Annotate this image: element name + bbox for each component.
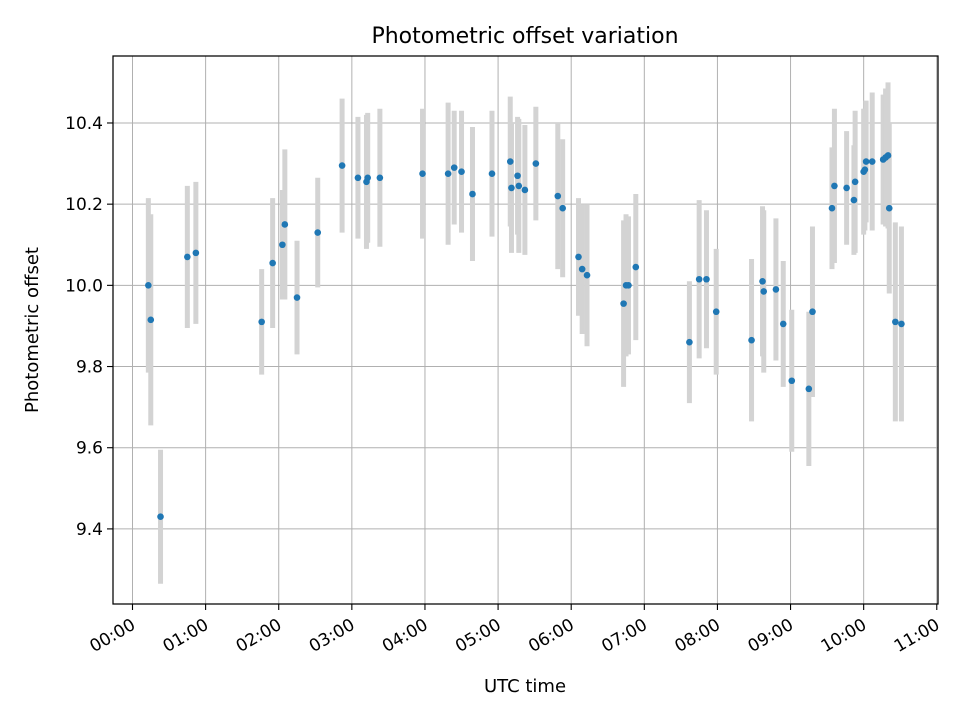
data-point — [760, 288, 768, 295]
data-points — [145, 152, 905, 521]
x-tick-label: 08:00 — [671, 615, 723, 657]
x-tick-label: 00:00 — [87, 615, 139, 657]
data-point — [419, 170, 426, 178]
data-point — [575, 253, 582, 261]
x-tick-label: 06:00 — [525, 615, 577, 657]
data-point — [514, 172, 521, 180]
x-tick-label: 07:00 — [598, 615, 650, 657]
data-point — [851, 178, 859, 186]
data-point — [364, 174, 371, 182]
data-point — [532, 160, 540, 167]
x-tick-label: 09:00 — [745, 615, 797, 657]
data-point — [184, 253, 191, 261]
data-point — [892, 318, 899, 326]
data-point — [147, 316, 155, 324]
data-point — [559, 204, 566, 212]
data-point — [269, 259, 276, 267]
data-point — [506, 158, 514, 165]
data-point — [884, 152, 892, 159]
data-point — [748, 336, 755, 344]
data-point — [861, 166, 869, 173]
data-point — [625, 282, 632, 289]
data-point — [843, 184, 850, 192]
data-point — [192, 249, 200, 257]
x-tick-label: 11:00 — [891, 615, 943, 657]
data-point — [279, 241, 286, 249]
y-tick-label: 9.4 — [76, 520, 103, 540]
data-point — [450, 164, 458, 171]
plot-frame — [112, 55, 939, 605]
data-point — [779, 320, 787, 328]
data-point — [703, 275, 710, 283]
chart-title: Photometric offset variation — [371, 24, 678, 49]
data-point — [444, 170, 452, 178]
data-point — [293, 294, 301, 301]
data-point — [508, 184, 515, 192]
data-point — [521, 186, 529, 194]
x-tick-label: 05:00 — [452, 615, 504, 657]
x-tick-label: 04:00 — [379, 615, 431, 657]
x-axis: 00:00 01:00 02:00 03:00 04:00 05:00 06:00 07:00… — [87, 604, 943, 657]
data-point — [695, 275, 703, 283]
data-point — [554, 192, 562, 200]
data-point — [686, 338, 693, 346]
data-point — [515, 182, 523, 190]
y-axis-label: Photometric offset — [22, 247, 43, 413]
data-point — [862, 158, 870, 165]
data-point — [712, 308, 720, 316]
data-point — [145, 282, 152, 289]
data-point — [488, 170, 496, 178]
data-point — [338, 162, 346, 169]
data-point — [469, 190, 476, 198]
y-tick-label: 10.0 — [65, 276, 103, 296]
x-tick-label: 10:00 — [818, 615, 870, 657]
data-point — [314, 229, 322, 236]
x-tick-label: 02:00 — [233, 615, 285, 657]
data-point — [788, 377, 796, 385]
error-bars — [145, 82, 904, 584]
data-point — [898, 320, 905, 328]
data-point — [632, 263, 640, 271]
y-tick-label: 10.2 — [65, 195, 103, 215]
x-axis-label: UTC time — [484, 676, 566, 697]
data-point — [258, 318, 265, 326]
data-point — [157, 513, 164, 521]
x-tick-label: 03:00 — [306, 615, 358, 657]
data-point — [620, 300, 627, 307]
y-tick-label: 9.6 — [76, 439, 103, 459]
y-tick-label: 10.4 — [65, 114, 103, 134]
data-point — [583, 271, 591, 279]
data-point — [759, 277, 766, 285]
data-point — [772, 286, 780, 293]
data-point — [868, 158, 876, 165]
data-point — [458, 168, 465, 175]
data-point — [578, 265, 586, 273]
data-point — [354, 174, 362, 182]
data-point — [281, 221, 289, 228]
data-point — [376, 174, 384, 182]
data-point — [885, 204, 893, 212]
x-tick-label: 01:00 — [160, 615, 212, 657]
data-point — [828, 204, 836, 212]
data-point — [850, 196, 858, 204]
data-point — [809, 308, 816, 316]
data-point — [831, 182, 838, 190]
y-tick-label: 9.8 — [76, 358, 103, 378]
y-axis: 9.4 9.6 9.8 10.0 10.2 10.4 — [65, 114, 113, 540]
data-point — [805, 385, 813, 393]
